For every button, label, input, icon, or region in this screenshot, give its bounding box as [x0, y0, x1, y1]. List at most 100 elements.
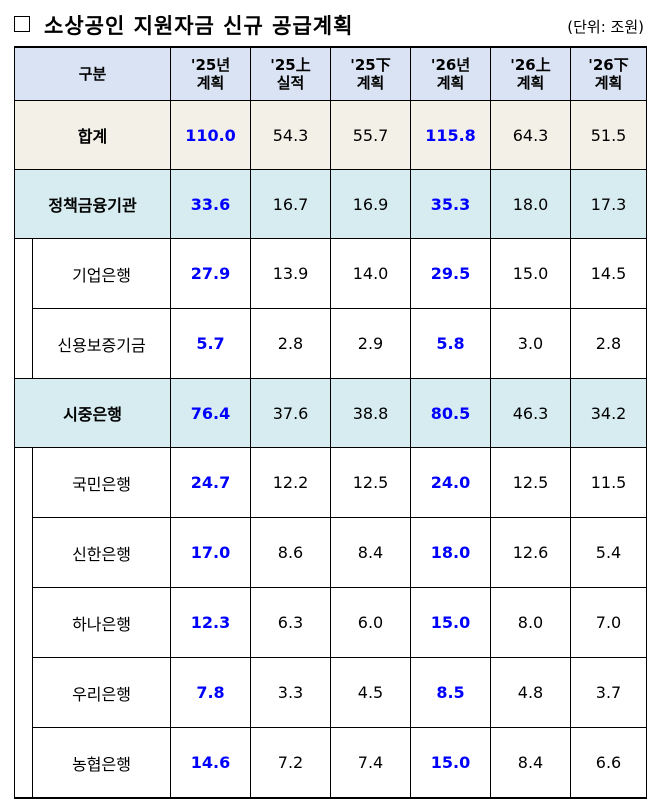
- supply-plan-table: 구분 '25년 계획 '25上 실적 '25下 계획 '26년 계획 '26上 계획 '26…: [13, 46, 648, 799]
- value-cell: 6.0: [330, 587, 412, 658]
- table-row: 신용보증기금 5.7 2.8 2.9 5.8 3.0 2.8: [14, 308, 648, 379]
- unit-label: (단위: 조원): [567, 18, 644, 36]
- value-cell: 27.9: [170, 238, 252, 309]
- indent-spacer: [14, 517, 33, 588]
- value-cell: 8.4: [490, 727, 572, 799]
- value-cell: 12.3: [170, 587, 252, 658]
- header-col-6: '26下 계획: [570, 46, 648, 101]
- value-cell: 3.0: [490, 308, 572, 379]
- value-cell: 80.5: [410, 378, 492, 448]
- value-cell: 3.7: [570, 657, 648, 728]
- table-row: 농협은행 14.6 7.2 7.4 15.0 8.4 6.6: [14, 727, 648, 799]
- title-row: 소상공인 지원자금 신규 공급계획 (단위: 조원): [12, 8, 648, 40]
- indent-spacer: [14, 447, 33, 518]
- value-cell: 64.3: [490, 100, 572, 170]
- value-cell: 8.4: [330, 517, 412, 588]
- row-label: 기업은행: [31, 238, 172, 309]
- value-cell: 12.6: [490, 517, 572, 588]
- row-label: 합계: [13, 100, 172, 170]
- value-cell: 14.0: [330, 238, 412, 309]
- row-label: 시중은행: [13, 378, 172, 448]
- value-cell: 5.4: [570, 517, 648, 588]
- table-row: 정책금융기관 33.6 16.7 16.9 35.3 18.0 17.3: [13, 169, 648, 239]
- value-cell: 7.0: [570, 587, 648, 658]
- value-cell: 5.8: [410, 308, 492, 379]
- row-label: 농협은행: [31, 727, 172, 799]
- indent-spacer: [14, 727, 33, 799]
- value-cell: 29.5: [410, 238, 492, 309]
- value-cell: 14.6: [170, 727, 252, 799]
- value-cell: 115.8: [410, 100, 492, 170]
- value-cell: 2.9: [330, 308, 412, 379]
- value-cell: 8.5: [410, 657, 492, 728]
- value-cell: 18.0: [410, 517, 492, 588]
- value-cell: 16.7: [250, 169, 332, 239]
- row-label: 신한은행: [31, 517, 172, 588]
- value-cell: 6.3: [250, 587, 332, 658]
- row-label: 우리은행: [31, 657, 172, 728]
- value-cell: 13.9: [250, 238, 332, 309]
- value-cell: 51.5: [570, 100, 648, 170]
- row-label: 정책금융기관: [13, 169, 172, 239]
- header-col-3: '25下 계획: [330, 46, 412, 101]
- header-row: 구분 '25년 계획 '25上 실적 '25下 계획 '26년 계획 '26上 계획 '26…: [13, 46, 648, 101]
- value-cell: 37.6: [250, 378, 332, 448]
- value-cell: 11.5: [570, 447, 648, 518]
- value-cell: 17.0: [170, 517, 252, 588]
- value-cell: 46.3: [490, 378, 572, 448]
- value-cell: 7.2: [250, 727, 332, 799]
- value-cell: 2.8: [570, 308, 648, 379]
- table-row: 하나은행 12.3 6.3 6.0 15.0 8.0 7.0: [14, 587, 648, 658]
- header-col-4: '26년 계획: [410, 46, 492, 101]
- indent-spacer: [14, 587, 33, 658]
- row-label: 신용보증기금: [31, 308, 172, 379]
- table-row: 신한은행 17.0 8.6 8.4 18.0 12.6 5.4: [14, 517, 648, 588]
- value-cell: 16.9: [330, 169, 412, 239]
- value-cell: 12.2: [250, 447, 332, 518]
- value-cell: 8.0: [490, 587, 572, 658]
- indent-spacer: [14, 308, 33, 379]
- value-cell: 4.5: [330, 657, 412, 728]
- row-label: 하나은행: [31, 587, 172, 658]
- table-row: 기업은행 27.9 13.9 14.0 29.5 15.0 14.5: [14, 238, 648, 309]
- value-cell: 7.8: [170, 657, 252, 728]
- value-cell: 2.8: [250, 308, 332, 379]
- value-cell: 14.5: [570, 238, 648, 309]
- value-cell: 76.4: [170, 378, 252, 448]
- value-cell: 24.7: [170, 447, 252, 518]
- table-row: 국민은행 24.7 12.2 12.5 24.0 12.5 11.5: [14, 447, 648, 518]
- header-col-5: '26上 계획: [490, 46, 572, 101]
- header-col-1: '25년 계획: [170, 46, 252, 101]
- table-row: 합계 110.0 54.3 55.7 115.8 64.3 51.5: [13, 100, 648, 170]
- value-cell: 15.0: [410, 727, 492, 799]
- value-cell: 55.7: [330, 100, 412, 170]
- header-col-2: '25上 실적: [250, 46, 332, 101]
- table-row: 우리은행 7.8 3.3 4.5 8.5 4.8 3.7: [14, 657, 648, 728]
- value-cell: 6.6: [570, 727, 648, 799]
- value-cell: 7.4: [330, 727, 412, 799]
- value-cell: 4.8: [490, 657, 572, 728]
- value-cell: 17.3: [570, 169, 648, 239]
- value-cell: 12.5: [330, 447, 412, 518]
- indent-spacer: [14, 657, 33, 728]
- value-cell: 54.3: [250, 100, 332, 170]
- value-cell: 34.2: [570, 378, 648, 448]
- row-label: 국민은행: [31, 447, 172, 518]
- value-cell: 18.0: [490, 169, 572, 239]
- value-cell: 15.0: [490, 238, 572, 309]
- value-cell: 38.8: [330, 378, 412, 448]
- value-cell: 12.5: [490, 447, 572, 518]
- value-cell: 35.3: [410, 169, 492, 239]
- table-row: 시중은행 76.4 37.6 38.8 80.5 46.3 34.2: [13, 378, 648, 448]
- value-cell: 8.6: [250, 517, 332, 588]
- checkbox-icon: [14, 16, 30, 32]
- value-cell: 5.7: [170, 308, 252, 379]
- value-cell: 24.0: [410, 447, 492, 518]
- value-cell: 33.6: [170, 169, 252, 239]
- header-category: 구분: [13, 46, 172, 101]
- indent-spacer: [14, 238, 33, 309]
- page-title: 소상공인 지원자금 신규 공급계획: [44, 14, 354, 38]
- value-cell: 15.0: [410, 587, 492, 658]
- value-cell: 3.3: [250, 657, 332, 728]
- value-cell: 110.0: [170, 100, 252, 170]
